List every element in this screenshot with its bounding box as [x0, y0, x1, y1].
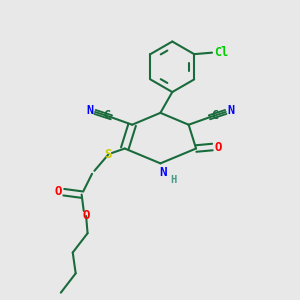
- Text: N: N: [227, 104, 234, 117]
- Text: S: S: [105, 148, 112, 161]
- Text: Cl: Cl: [214, 46, 229, 59]
- Text: C: C: [211, 109, 218, 122]
- Text: H: H: [171, 175, 177, 185]
- Text: C: C: [103, 109, 110, 122]
- Text: N: N: [87, 104, 94, 117]
- Text: O: O: [82, 209, 90, 223]
- Text: N: N: [160, 167, 167, 179]
- Text: O: O: [214, 140, 221, 154]
- Text: O: O: [55, 185, 62, 198]
